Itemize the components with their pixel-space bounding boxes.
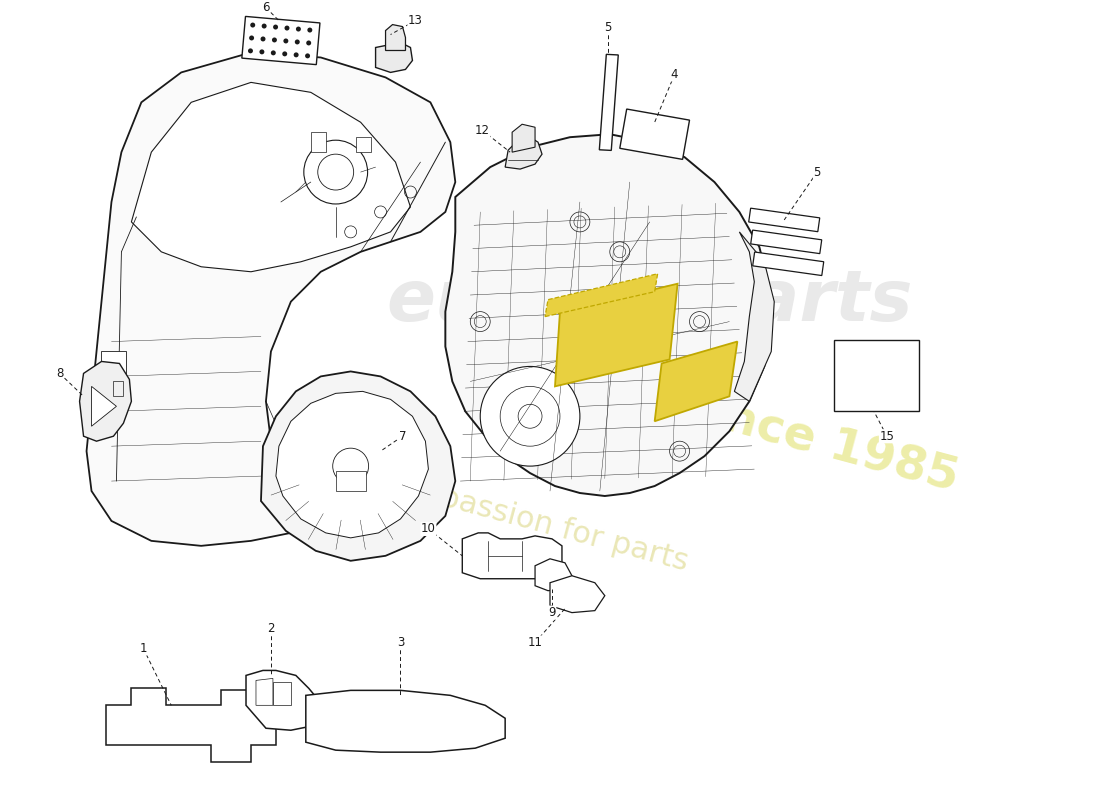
Circle shape bbox=[295, 39, 300, 45]
Text: 7: 7 bbox=[398, 430, 406, 442]
Text: eurocarparts: eurocarparts bbox=[386, 267, 913, 336]
Circle shape bbox=[271, 50, 276, 55]
Text: 13: 13 bbox=[408, 14, 422, 27]
Polygon shape bbox=[79, 362, 131, 441]
Polygon shape bbox=[749, 208, 820, 232]
Circle shape bbox=[250, 22, 255, 27]
Polygon shape bbox=[261, 371, 455, 561]
Polygon shape bbox=[619, 109, 690, 159]
Circle shape bbox=[273, 25, 278, 30]
Circle shape bbox=[248, 48, 253, 54]
Polygon shape bbox=[246, 670, 322, 730]
Text: 1: 1 bbox=[140, 642, 147, 655]
Circle shape bbox=[260, 50, 264, 54]
Circle shape bbox=[285, 26, 289, 30]
Polygon shape bbox=[385, 25, 406, 50]
Polygon shape bbox=[355, 138, 371, 152]
Text: 4: 4 bbox=[671, 68, 679, 81]
Polygon shape bbox=[276, 391, 428, 538]
Circle shape bbox=[305, 54, 310, 58]
Polygon shape bbox=[654, 342, 737, 422]
Circle shape bbox=[284, 38, 288, 43]
Polygon shape bbox=[556, 284, 678, 386]
Polygon shape bbox=[306, 690, 505, 752]
Circle shape bbox=[261, 37, 265, 42]
Circle shape bbox=[294, 52, 298, 58]
Polygon shape bbox=[101, 351, 127, 382]
Polygon shape bbox=[375, 42, 412, 73]
Polygon shape bbox=[550, 576, 605, 613]
Text: 15: 15 bbox=[879, 430, 894, 442]
Circle shape bbox=[306, 41, 311, 46]
Circle shape bbox=[249, 35, 254, 41]
Text: 11: 11 bbox=[528, 636, 542, 649]
Circle shape bbox=[296, 26, 301, 31]
Polygon shape bbox=[600, 54, 618, 150]
Circle shape bbox=[272, 38, 277, 42]
Text: a passion for parts: a passion for parts bbox=[409, 475, 691, 577]
Polygon shape bbox=[752, 252, 824, 275]
Polygon shape bbox=[834, 339, 918, 411]
Text: 3: 3 bbox=[397, 636, 404, 649]
Circle shape bbox=[283, 51, 287, 56]
Polygon shape bbox=[242, 17, 320, 65]
Polygon shape bbox=[750, 230, 822, 254]
Polygon shape bbox=[311, 132, 326, 152]
Text: 2: 2 bbox=[267, 622, 275, 635]
Text: 6: 6 bbox=[262, 1, 270, 14]
Polygon shape bbox=[107, 688, 276, 762]
Polygon shape bbox=[544, 274, 658, 317]
Polygon shape bbox=[131, 82, 410, 272]
Text: 12: 12 bbox=[475, 124, 490, 137]
Text: 5: 5 bbox=[604, 21, 612, 34]
Circle shape bbox=[262, 23, 266, 29]
Text: 9: 9 bbox=[548, 606, 556, 619]
Text: 10: 10 bbox=[421, 522, 436, 535]
Polygon shape bbox=[535, 559, 572, 590]
Text: 8: 8 bbox=[56, 367, 64, 380]
Circle shape bbox=[307, 27, 312, 33]
Polygon shape bbox=[513, 124, 535, 152]
Polygon shape bbox=[462, 533, 562, 578]
Polygon shape bbox=[505, 138, 542, 169]
Polygon shape bbox=[446, 134, 771, 496]
Circle shape bbox=[481, 366, 580, 466]
Polygon shape bbox=[91, 386, 117, 426]
Polygon shape bbox=[87, 53, 455, 546]
Text: 5: 5 bbox=[813, 166, 821, 178]
Polygon shape bbox=[735, 232, 774, 402]
Text: since 1985: since 1985 bbox=[675, 382, 964, 500]
Polygon shape bbox=[336, 471, 365, 491]
